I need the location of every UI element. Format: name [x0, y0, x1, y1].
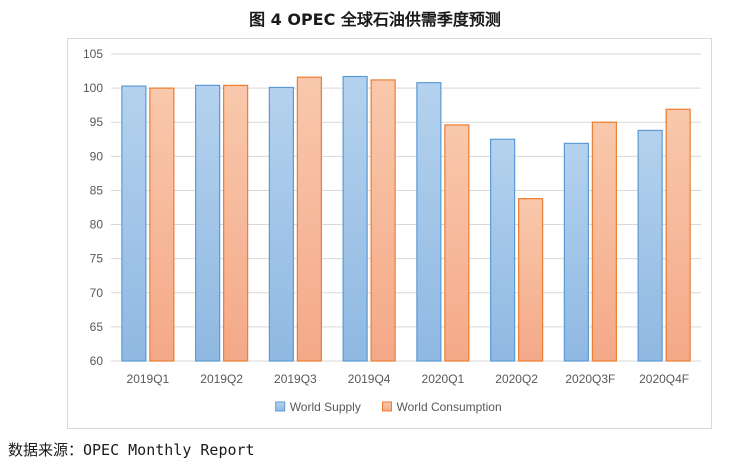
bar-chart: 60 65 70 75 80 85 90 95 100 105 2019Q1 2019Q2 2019Q3…	[83, 47, 701, 414]
bar-world-supply	[416, 82, 442, 362]
bar-world-consumption	[665, 108, 691, 362]
legend-label-world-consumption: World Consumption	[397, 400, 502, 414]
bar-world-supply	[490, 138, 516, 362]
bar-world-consumption	[370, 79, 396, 362]
y-tick-label: 80	[90, 218, 104, 232]
x-tick-label: 2020Q4F	[639, 372, 689, 386]
bar-world-supply	[121, 85, 147, 362]
bar-world-consumption	[223, 84, 249, 362]
chart-frame: 60 65 70 75 80 85 90 95 100 105 2019Q1 2019Q2 2019Q3…	[67, 38, 712, 429]
bar-world-consumption	[591, 121, 617, 362]
figure-title: 图 4 OPEC 全球石油供需季度预测	[249, 10, 501, 29]
bar-world-consumption	[149, 87, 175, 362]
legend-label-world-supply: World Supply	[290, 400, 361, 414]
source-note: 数据来源：OPEC Monthly Report	[8, 441, 255, 459]
x-tick-label: 2019Q2	[200, 372, 243, 386]
y-tick-label: 75	[90, 252, 104, 266]
x-tick-label: 2019Q4	[348, 372, 391, 386]
x-tick-label: 2019Q3	[274, 372, 317, 386]
y-tick-label: 90	[90, 149, 104, 163]
y-tick-label: 70	[90, 286, 104, 300]
x-tick-label: 2020Q1	[422, 372, 465, 386]
bar-world-supply	[268, 86, 294, 362]
bar-world-supply	[195, 84, 221, 362]
bar-world-consumption	[296, 76, 322, 362]
y-tick-label: 65	[90, 320, 104, 334]
bar-world-supply	[637, 129, 663, 362]
y-tick-label: 105	[83, 47, 103, 61]
bar-world-supply	[563, 142, 589, 362]
y-tick-label: 95	[90, 115, 104, 129]
x-tick-label: 2019Q1	[127, 372, 170, 386]
y-tick-label: 85	[90, 183, 104, 197]
bar-world-supply	[342, 75, 368, 362]
bar-world-consumption	[518, 198, 544, 362]
x-tick-label: 2020Q3F	[565, 372, 615, 386]
legend-swatch-world-supply	[275, 401, 286, 412]
x-tick-label: 2020Q2	[495, 372, 538, 386]
legend-swatch-world-consumption	[382, 401, 392, 412]
y-tick-label: 60	[90, 354, 104, 368]
y-tick-label: 100	[83, 81, 103, 95]
bar-world-consumption	[444, 124, 470, 362]
